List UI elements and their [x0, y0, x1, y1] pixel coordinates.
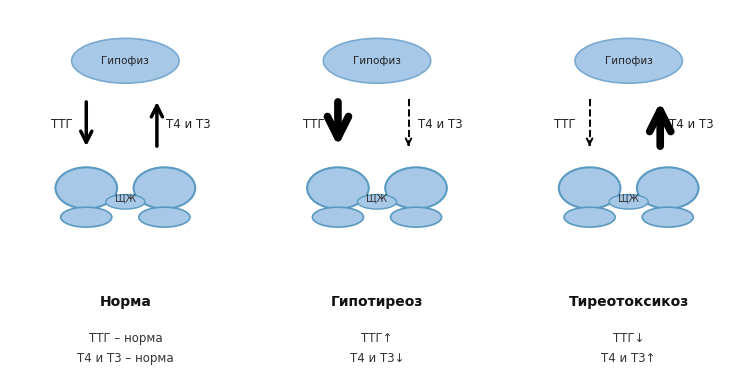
Ellipse shape — [609, 195, 648, 209]
Ellipse shape — [637, 167, 698, 209]
Ellipse shape — [307, 167, 369, 209]
Ellipse shape — [106, 195, 145, 209]
Ellipse shape — [642, 207, 693, 227]
Ellipse shape — [385, 167, 447, 209]
Ellipse shape — [312, 207, 363, 227]
Text: ТТГ: ТТГ — [51, 117, 72, 130]
Ellipse shape — [323, 38, 431, 83]
Text: ТТГ↓
Т4 и Т3↑: ТТГ↓ Т4 и Т3↑ — [602, 332, 656, 365]
Text: Гипотиреоз: Гипотиреоз — [331, 295, 423, 309]
Ellipse shape — [61, 207, 112, 227]
Ellipse shape — [357, 195, 397, 209]
Text: Гипофиз: Гипофиз — [353, 56, 401, 66]
Text: Гипофиз: Гипофиз — [101, 56, 149, 66]
Text: ТТГ: ТТГ — [554, 117, 576, 130]
Text: Т4 и Т3: Т4 и Т3 — [670, 117, 714, 130]
Text: ТТГ – норма
Т4 и Т3 – норма: ТТГ – норма Т4 и Т3 – норма — [77, 332, 173, 365]
Ellipse shape — [56, 167, 117, 209]
Ellipse shape — [564, 207, 615, 227]
Text: Тиреотоксикоз: Тиреотоксикоз — [569, 295, 689, 309]
Ellipse shape — [559, 167, 621, 209]
Text: ТТГ: ТТГ — [303, 117, 324, 130]
Text: ЩЖ: ЩЖ — [366, 193, 388, 203]
Ellipse shape — [575, 38, 682, 83]
Text: Гипофиз: Гипофиз — [605, 56, 653, 66]
Text: ЩЖ: ЩЖ — [618, 193, 639, 203]
Text: Т4 и Т3: Т4 и Т3 — [418, 117, 462, 130]
Text: Норма: Норма — [100, 295, 152, 309]
Text: Т4 и Т3: Т4 и Т3 — [166, 117, 210, 130]
Text: ТТГ↑
Т4 и Т3↓: ТТГ↑ Т4 и Т3↓ — [350, 332, 404, 365]
Ellipse shape — [139, 207, 190, 227]
Ellipse shape — [391, 207, 442, 227]
Text: ЩЖ: ЩЖ — [115, 193, 136, 203]
Ellipse shape — [72, 38, 179, 83]
Ellipse shape — [133, 167, 195, 209]
